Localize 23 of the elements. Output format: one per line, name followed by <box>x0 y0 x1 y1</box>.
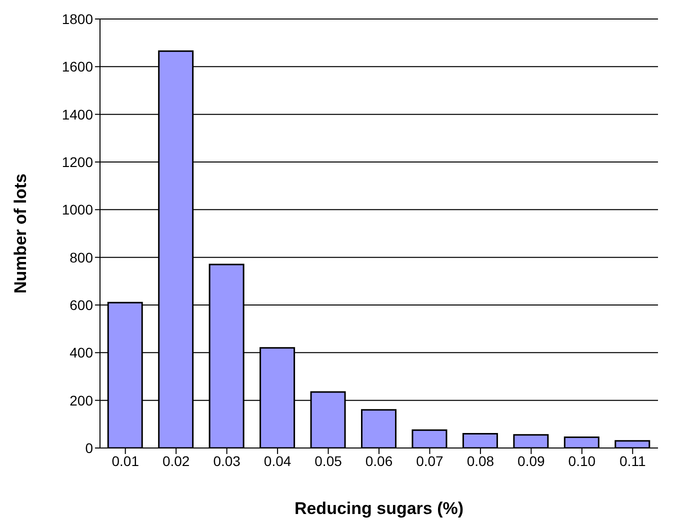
x-tick-label: 0.01 <box>112 452 140 469</box>
y-tick-label: 600 <box>70 296 94 313</box>
y-tick-label: 1600 <box>62 58 94 75</box>
x-tick-label: 0.05 <box>314 452 342 469</box>
y-tick-label: 1400 <box>62 106 94 122</box>
x-axis-title: Reducing sugars (%) <box>294 499 464 518</box>
x-tick-label: 0.02 <box>162 452 190 469</box>
x-tick-label: 0.07 <box>416 452 444 469</box>
y-tick-label: 800 <box>70 249 94 266</box>
y-tick-label: 1000 <box>62 202 94 218</box>
y-axis-title: Number of lots <box>11 174 30 294</box>
x-tick-label: 0.04 <box>264 452 292 469</box>
y-tick-label: 200 <box>70 392 94 408</box>
y-tick-label: 400 <box>70 344 94 361</box>
x-tick-label: 0.11 <box>620 452 646 469</box>
x-tick-label: 0.09 <box>518 452 546 469</box>
y-tick-label: 1200 <box>62 154 94 170</box>
x-tick-label: 0.10 <box>568 452 596 469</box>
x-tick-label: 0.06 <box>365 452 393 469</box>
x-tick-label: 0.08 <box>466 452 494 469</box>
y-tick-label: 0 <box>85 440 94 456</box>
x-tick-label: 0.03 <box>213 452 241 469</box>
y-tick-label: 1800 <box>62 10 94 27</box>
